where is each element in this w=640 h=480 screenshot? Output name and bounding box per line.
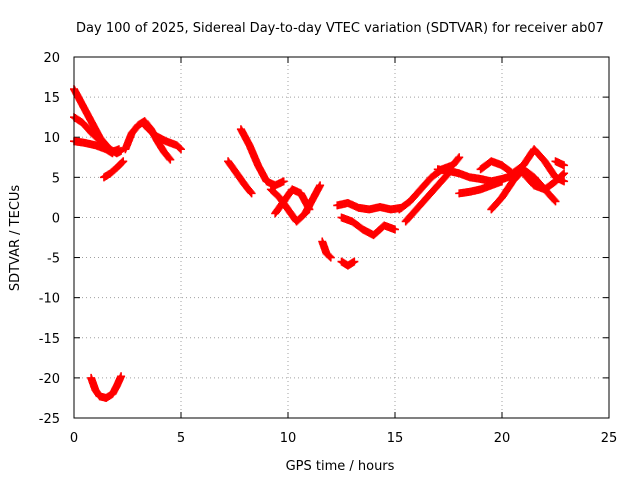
x-tick-label: 20 bbox=[494, 431, 511, 446]
series-trace-p bbox=[395, 153, 464, 214]
data-point bbox=[177, 145, 185, 154]
data-point bbox=[560, 177, 569, 186]
data-point bbox=[350, 257, 359, 266]
x-tick-label: 10 bbox=[280, 431, 297, 446]
data-points bbox=[70, 85, 569, 402]
y-axis-label: SDTVAR / TECUs bbox=[8, 185, 23, 292]
series-trace-f bbox=[140, 121, 185, 154]
data-point bbox=[391, 225, 399, 234]
data-point bbox=[305, 205, 314, 214]
data-point bbox=[108, 149, 117, 158]
data-point bbox=[117, 146, 126, 155]
data-point bbox=[560, 161, 569, 170]
series-trace-o bbox=[337, 213, 399, 240]
data-point bbox=[117, 372, 126, 381]
data-point bbox=[165, 154, 174, 163]
data-point bbox=[325, 252, 334, 261]
x-axis-label: GPS time / hours bbox=[286, 459, 395, 474]
y-tick-label: 15 bbox=[43, 91, 60, 106]
y-tick-label: -25 bbox=[39, 412, 60, 427]
series-trace-g bbox=[87, 372, 126, 402]
data-point bbox=[316, 181, 325, 190]
y-tick-label: 5 bbox=[52, 171, 60, 186]
chart-title: Day 100 of 2025, Sidereal Day-to-day VTE… bbox=[76, 21, 604, 36]
data-point bbox=[550, 196, 559, 205]
y-tick-label: -10 bbox=[39, 292, 60, 307]
data-point bbox=[118, 158, 127, 167]
data-point bbox=[166, 155, 175, 164]
data-point bbox=[279, 177, 288, 186]
series-trace-k bbox=[271, 185, 314, 218]
data-point bbox=[498, 177, 506, 186]
y-tick-label: 10 bbox=[43, 131, 60, 146]
y-tick-label: -15 bbox=[39, 332, 60, 347]
data-point bbox=[326, 253, 335, 262]
series-trace-n bbox=[333, 199, 406, 214]
data-point bbox=[551, 197, 560, 206]
series-trace-w bbox=[551, 157, 569, 170]
x-tick-label: 0 bbox=[70, 431, 78, 446]
series-trace-u bbox=[487, 165, 560, 214]
plot-frame bbox=[73, 56, 610, 419]
y-tick-label: 0 bbox=[52, 211, 60, 226]
data-point bbox=[558, 170, 567, 179]
data-point bbox=[117, 159, 126, 168]
axis-ticks: 0 5 10 15 20 25 20 15 10 5 0 -5 -10 -15 -20 -25 bbox=[39, 51, 618, 446]
data-point bbox=[455, 153, 464, 162]
data-point bbox=[175, 144, 184, 153]
series-trace-d bbox=[99, 157, 128, 182]
series-trace-l bbox=[318, 237, 335, 262]
x-tick-label: 15 bbox=[387, 431, 404, 446]
data-point bbox=[454, 154, 463, 163]
series-trace-h bbox=[224, 157, 256, 198]
x-tick-label: 25 bbox=[601, 431, 618, 446]
data-point bbox=[246, 188, 255, 197]
y-tick-label: 20 bbox=[43, 51, 60, 66]
series-trace-c bbox=[70, 137, 117, 158]
x-tick-label: 5 bbox=[177, 431, 185, 446]
series-trace-b bbox=[70, 113, 126, 158]
data-point bbox=[119, 157, 128, 166]
y-tick-label: -5 bbox=[47, 252, 60, 267]
series-trace-s bbox=[455, 177, 506, 198]
grid bbox=[74, 57, 609, 418]
series-trace-m bbox=[337, 257, 359, 270]
data-point bbox=[247, 189, 256, 198]
y-tick-label: -20 bbox=[39, 372, 60, 387]
data-point bbox=[560, 169, 569, 178]
series-trace-v bbox=[519, 169, 569, 194]
